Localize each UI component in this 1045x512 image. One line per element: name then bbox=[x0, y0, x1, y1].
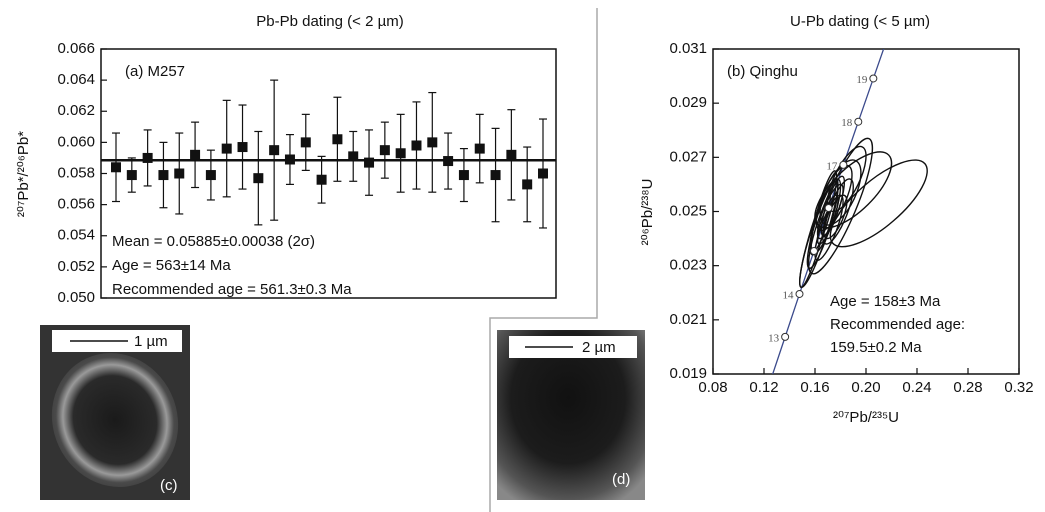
x-tick-label: 0.20 bbox=[851, 379, 880, 396]
x-tick-label: 0.32 bbox=[1004, 379, 1033, 396]
point bbox=[395, 148, 406, 159]
y-tick-label: 0.031 bbox=[669, 40, 707, 57]
y-tick-label: 0.050 bbox=[57, 289, 95, 306]
point bbox=[284, 154, 295, 165]
y-tick-label: 0.023 bbox=[669, 257, 707, 274]
age-label: 19 bbox=[856, 74, 868, 86]
annotation: Recommended age: bbox=[830, 316, 965, 333]
point bbox=[474, 143, 485, 154]
point bbox=[205, 170, 216, 181]
point bbox=[379, 145, 390, 156]
annotation: (b) Qinghu bbox=[727, 63, 798, 80]
micrograph-c: 1 µm (c) bbox=[40, 325, 190, 500]
point bbox=[221, 143, 232, 154]
age-label: 14 bbox=[782, 290, 794, 302]
point bbox=[316, 174, 327, 185]
concordia-point bbox=[795, 289, 804, 298]
point bbox=[158, 170, 169, 181]
point bbox=[332, 134, 343, 145]
y-axis-label: ²⁰⁷Pb*/²⁰⁶Pb* bbox=[15, 131, 32, 217]
x-tick-label: 0.12 bbox=[749, 379, 778, 396]
point bbox=[506, 149, 517, 160]
point bbox=[142, 152, 153, 163]
y-tick-label: 0.052 bbox=[57, 258, 95, 275]
concordia-point bbox=[839, 160, 848, 169]
y-tick-label: 0.029 bbox=[669, 94, 707, 111]
point bbox=[522, 179, 533, 190]
point bbox=[174, 168, 185, 179]
point bbox=[190, 149, 201, 160]
point bbox=[253, 173, 264, 184]
annotation: (a) M257 bbox=[125, 63, 185, 80]
y-tick-label: 0.025 bbox=[669, 202, 707, 219]
y-tick-label: 0.062 bbox=[57, 102, 95, 119]
point bbox=[111, 162, 121, 173]
scale-label: 1 µm bbox=[134, 333, 168, 350]
concordia-point bbox=[781, 332, 790, 341]
y-axis-label: ²⁰⁶Pb/²³⁸U bbox=[639, 179, 656, 246]
concordia-point bbox=[824, 203, 833, 212]
y-tick-label: 0.060 bbox=[57, 133, 95, 150]
y-tick-label: 0.066 bbox=[57, 40, 95, 57]
concordia-point bbox=[809, 246, 818, 255]
point bbox=[427, 137, 438, 148]
annotation: Mean = 0.05885±0.00038 (2σ) bbox=[112, 233, 315, 250]
y-tick-label: 0.064 bbox=[57, 71, 95, 88]
x-tick-label: 0.08 bbox=[698, 379, 727, 396]
annotation: 159.5±0.2 Ma bbox=[830, 339, 922, 356]
age-label: 17 bbox=[826, 160, 838, 172]
point bbox=[348, 151, 359, 162]
chart-title: Pb-Pb dating (< 2 µm) bbox=[256, 13, 403, 30]
point bbox=[411, 140, 422, 151]
concordia-extension bbox=[872, 49, 885, 79]
y-tick-label: 0.019 bbox=[669, 365, 707, 382]
y-tick-label: 0.054 bbox=[57, 227, 95, 244]
concordia-extension bbox=[772, 336, 786, 374]
point bbox=[126, 170, 137, 181]
point bbox=[300, 137, 311, 148]
age-label: 18 bbox=[841, 117, 853, 129]
concordia-point bbox=[869, 74, 878, 83]
divider bbox=[489, 8, 598, 512]
panel-label: (c) bbox=[160, 477, 178, 494]
panel-label: (d) bbox=[612, 471, 630, 488]
concordia-point bbox=[854, 117, 863, 126]
y-tick-label: 0.021 bbox=[669, 311, 707, 328]
y-tick-label: 0.058 bbox=[57, 164, 95, 181]
age-label: 13 bbox=[768, 332, 780, 344]
point bbox=[538, 168, 548, 179]
scale-label: 2 µm bbox=[582, 339, 616, 356]
error-ellipse bbox=[829, 159, 928, 248]
annotation: Age = 563±14 Ma bbox=[112, 257, 231, 274]
annotation: Recommended age = 561.3±0.3 Ma bbox=[112, 281, 352, 298]
x-tick-label: 0.24 bbox=[902, 379, 931, 396]
particle bbox=[51, 353, 179, 487]
point bbox=[458, 170, 469, 181]
point bbox=[364, 157, 375, 168]
micrograph-d: 2 µm (d) bbox=[497, 330, 645, 500]
point bbox=[490, 170, 501, 181]
point bbox=[443, 156, 454, 167]
chart-title: U-Pb dating (< 5 µm) bbox=[790, 13, 930, 30]
annotation: Age = 158±3 Ma bbox=[830, 293, 941, 310]
x-tick-label: 0.16 bbox=[800, 379, 829, 396]
point bbox=[269, 145, 280, 156]
error-ellipse bbox=[827, 145, 867, 213]
x-tick-label: 0.28 bbox=[953, 379, 982, 396]
point bbox=[237, 142, 248, 153]
y-tick-label: 0.056 bbox=[57, 196, 95, 213]
y-tick-label: 0.027 bbox=[669, 148, 707, 165]
x-axis-label: ²⁰⁷Pb/²³⁵U bbox=[833, 409, 899, 426]
image-background bbox=[497, 330, 645, 500]
